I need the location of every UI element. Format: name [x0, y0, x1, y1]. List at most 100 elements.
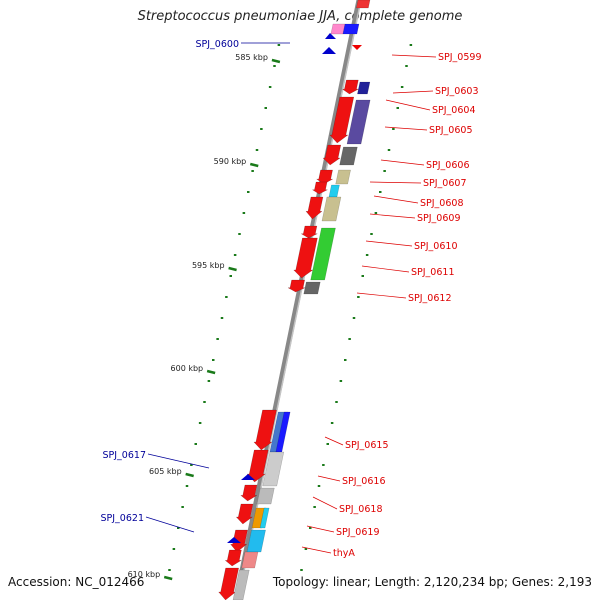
gene-bar	[346, 99, 371, 145]
minor-tick-right	[392, 128, 395, 130]
kbp-label: 590 kbp	[214, 157, 247, 166]
gene-bar	[357, 81, 371, 95]
minor-tick-right	[317, 485, 321, 487]
minor-tick-right	[357, 296, 360, 298]
gene-leader-line	[369, 181, 422, 184]
topology-text: Topology: linear; Length: 2,120,234 bp; …	[272, 575, 592, 589]
gene-bar	[342, 23, 360, 35]
gene-arrow	[287, 279, 306, 293]
minor-tick-left	[242, 212, 246, 214]
minor-tick-right	[387, 149, 391, 151]
minor-tick-right	[365, 254, 369, 256]
gene-bar	[328, 184, 340, 198]
gene-bar	[232, 569, 250, 600]
gene-leader-line	[145, 516, 195, 533]
major-tick	[249, 162, 259, 168]
minor-tick-left	[190, 464, 193, 466]
minor-tick-left	[207, 380, 211, 382]
major-tick	[271, 58, 281, 64]
gene-label[interactable]: SPJ_0617	[103, 450, 147, 461]
major-tick	[185, 472, 194, 478]
gene-bar	[335, 169, 351, 185]
major-tick	[228, 266, 237, 272]
minor-tick-right	[309, 527, 312, 529]
gene-arrow	[341, 79, 359, 95]
gene-label[interactable]: SPJ_0618	[339, 504, 383, 515]
gene-label[interactable]: SPJ_0619	[336, 527, 380, 538]
gene-label[interactable]: SPJ_0621	[101, 513, 145, 524]
accession-text: Accession: NC_012466	[8, 575, 145, 589]
minor-tick-left	[212, 359, 215, 361]
major-tick	[163, 575, 173, 581]
kbp-label: 600 kbp	[171, 364, 204, 373]
gene-label[interactable]: SPJ_0612	[408, 293, 452, 304]
gene-leader-line	[356, 292, 407, 299]
gene-label[interactable]: SPJ_0616	[342, 476, 386, 487]
minor-tick-right	[383, 170, 386, 172]
minor-tick-left	[225, 296, 228, 298]
minor-tick-right	[370, 233, 373, 235]
gene-arrow	[329, 96, 355, 144]
gene-arrow	[241, 474, 255, 480]
gene-bar	[256, 487, 275, 505]
minor-tick-left	[185, 485, 189, 487]
gene-label[interactable]: thyA	[333, 548, 355, 559]
minor-tick-left	[229, 275, 232, 277]
gene-leader-line	[306, 525, 335, 533]
gene-leader-line	[369, 213, 416, 219]
gene-bar	[310, 227, 336, 281]
gene-label[interactable]: SPJ_0615	[345, 440, 389, 451]
minor-tick-right	[374, 212, 378, 214]
minor-tick-right	[379, 191, 382, 193]
gene-arrow	[230, 529, 248, 553]
gene-arrow	[246, 449, 269, 483]
gene-bar	[262, 451, 285, 487]
kbp-label: 585 kbp	[235, 53, 268, 62]
minor-tick-left	[181, 506, 184, 508]
gene-bar	[259, 507, 270, 529]
gene-bar	[303, 281, 321, 295]
gene-label[interactable]: SPJ_0605	[429, 125, 473, 136]
gene-bar	[241, 551, 259, 569]
gene-arrow	[240, 484, 258, 502]
minor-tick-left	[220, 317, 224, 319]
gene-arrow	[293, 237, 318, 279]
gene-arrow	[224, 549, 243, 567]
minor-tick-right	[339, 380, 343, 382]
minor-tick-right	[330, 422, 334, 424]
minor-tick-left	[277, 44, 281, 46]
minor-tick-right	[344, 359, 347, 361]
minor-tick-left	[264, 107, 267, 109]
gene-label[interactable]: SPJ_0600	[196, 39, 240, 50]
gene-label[interactable]: SPJ_0611	[411, 267, 455, 278]
minor-tick-right	[304, 548, 308, 550]
gene-leader-line	[147, 453, 210, 469]
gene-label[interactable]: SPJ_0606	[426, 160, 470, 171]
minor-tick-right	[300, 569, 303, 571]
gene-leader-line	[385, 99, 431, 111]
minor-tick-left	[216, 338, 219, 340]
major-tick	[206, 369, 216, 375]
gene-arrow	[325, 33, 336, 39]
minor-tick-right	[409, 44, 413, 46]
gene-label[interactable]: SPJ_0608	[420, 198, 464, 209]
gene-label[interactable]: SPJ_0604	[432, 105, 476, 116]
gene-bar	[246, 529, 266, 553]
gene-label[interactable]: SPJ_0603	[435, 86, 479, 97]
gene-label[interactable]: SPJ_0609	[417, 213, 461, 224]
gene-label[interactable]: SPJ_0607	[423, 178, 467, 189]
minor-tick-left	[247, 191, 250, 193]
gene-leader-line	[361, 265, 410, 273]
gene-leader-line	[324, 436, 344, 446]
gene-label[interactable]: SPJ_0610	[414, 241, 458, 252]
minor-tick-right	[348, 338, 351, 340]
minor-tick-left	[172, 548, 176, 550]
minor-tick-left	[268, 86, 272, 88]
gene-labels: SPJ_0599 SPJ_0603 SPJ_0604 SPJ_0605 SPJ_0606…	[101, 39, 482, 559]
gene-leader-line	[312, 496, 338, 510]
genome-title: Streptococcus pneumoniae JJA, complete g…	[137, 9, 463, 24]
gene-arrow	[322, 47, 336, 54]
gene-label[interactable]: SPJ_0599	[438, 52, 482, 63]
